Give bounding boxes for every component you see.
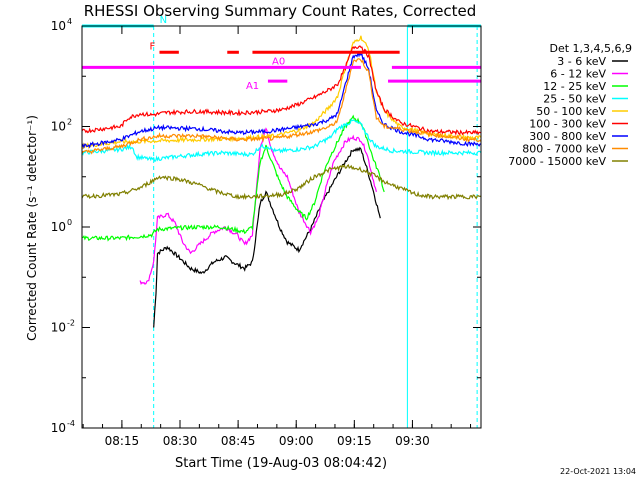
legend-label: 50 - 100 keV <box>536 105 606 118</box>
y-axis-label: Corrected Count Rate (s⁻¹ detector⁻¹) <box>25 115 39 341</box>
legend-label: 100 - 300 keV <box>529 118 606 131</box>
flag-label-f: F <box>149 41 155 52</box>
plot-frame <box>81 25 482 429</box>
y-tick-exponent: -4 <box>67 419 75 428</box>
x-tick-label: 09:15 <box>337 434 372 448</box>
x-tick-label: 09:00 <box>279 434 314 448</box>
x-tick-label: 08:30 <box>163 434 198 448</box>
legend-label: 300 - 800 keV <box>529 130 606 143</box>
series-line-0 <box>153 146 381 328</box>
x-tick-label: 09:30 <box>395 434 430 448</box>
y-tick-exponent: 4 <box>67 17 72 26</box>
flag-label-n: N <box>160 15 167 26</box>
legend-label: 6 - 12 keV <box>550 68 606 81</box>
y-tick-exponent: 0 <box>67 218 72 227</box>
y-tick-label: 10 <box>51 19 66 33</box>
x-tick-label: 08:45 <box>221 434 256 448</box>
legend-label: 25 - 50 keV <box>543 93 606 106</box>
legend-label: 12 - 25 keV <box>543 80 606 93</box>
series-line-5 <box>82 45 481 136</box>
y-tick-exponent: 2 <box>67 118 72 127</box>
chart-title: RHESSI Observing Summary Count Rates, Co… <box>84 2 477 20</box>
series-line-2 <box>82 114 385 242</box>
series-line-3 <box>82 118 481 162</box>
legend-label: 7000 - 15000 keV <box>508 155 606 168</box>
y-tick-label: 10 <box>51 321 66 335</box>
flag-label-a1: A1 <box>246 81 259 92</box>
y-tick-label: 10 <box>51 421 66 435</box>
series-line-6 <box>82 51 481 149</box>
y-tick-label: 10 <box>51 120 66 134</box>
x-tick-label: 08:15 <box>105 434 140 448</box>
series-line-1 <box>139 127 377 285</box>
footer-date: 22-Oct-2021 13:04 <box>560 467 636 476</box>
flag-label-a0: A0 <box>272 56 285 67</box>
legend-title: Det 1,3,4,5,6,9 <box>549 42 632 55</box>
x-axis-label: Start Time (19-Aug-03 08:04:42) <box>175 456 387 471</box>
y-tick-exponent: -2 <box>67 319 75 328</box>
legend-label: 800 - 7000 keV <box>522 143 606 156</box>
series-line-4 <box>82 35 481 150</box>
series-line-8 <box>82 163 481 201</box>
series-line-7 <box>82 58 481 155</box>
y-tick-label: 10 <box>51 220 66 234</box>
legend-label: 3 - 6 keV <box>557 55 606 68</box>
